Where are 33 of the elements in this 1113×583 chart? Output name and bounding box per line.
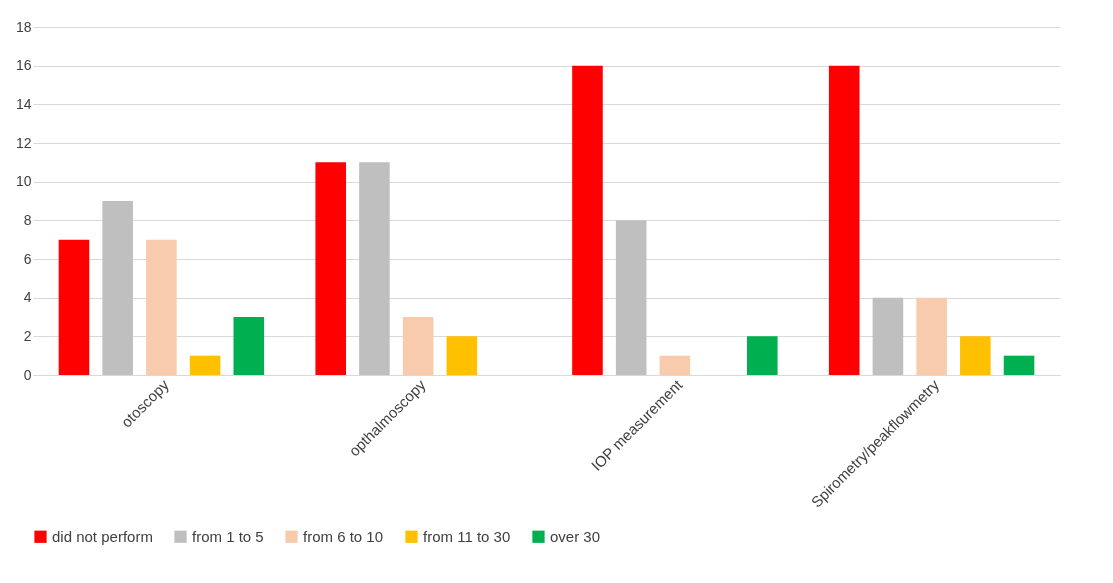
legend-label: did not perform [52, 527, 153, 545]
bar [1003, 355, 1035, 375]
y-tick-label: 14 [15, 95, 32, 112]
bar [189, 355, 221, 375]
y-tick-label: 6 [23, 250, 32, 267]
y-tick-label: 4 [23, 289, 32, 306]
y-tick-label: 18 [15, 18, 32, 35]
y-tick-label: 8 [23, 211, 32, 228]
y-tick-label: 0 [23, 366, 32, 383]
bar [615, 220, 647, 375]
bar [446, 336, 478, 375]
bar [960, 336, 991, 375]
bar [828, 65, 860, 375]
bar [916, 297, 947, 375]
bar [572, 65, 603, 375]
legend-label: from 6 to 10 [303, 527, 384, 545]
legend-label: over 30 [550, 527, 601, 545]
y-tick-label: 12 [15, 134, 32, 151]
bar [746, 336, 778, 375]
y-tick-label: 16 [15, 57, 32, 74]
y-tick-label: 2 [23, 327, 32, 344]
bar [872, 297, 904, 375]
bar [359, 162, 390, 375]
bar [315, 162, 347, 375]
bar [102, 201, 133, 375]
y-tick-label: 10 [15, 173, 32, 190]
legend-label: from 11 to 30 [423, 527, 511, 545]
bar [402, 317, 434, 375]
bar [146, 239, 177, 375]
bar [233, 317, 265, 375]
bar [659, 355, 691, 375]
legend-label: from 1 to 5 [192, 527, 264, 545]
bar [58, 239, 90, 375]
